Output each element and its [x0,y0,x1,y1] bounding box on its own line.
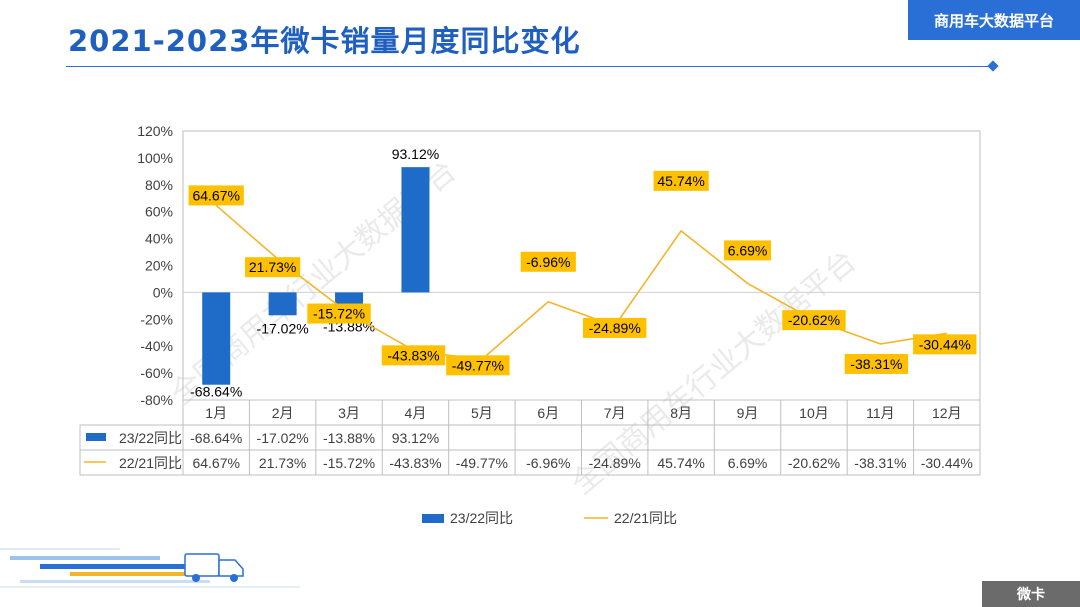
y-tick-label: -20% [140,311,173,327]
table-cell: 45.74% [657,455,704,471]
category-tag: 微卡 [982,581,1080,607]
y-tick-label: 60% [145,204,173,220]
line-data-label: 6.69% [728,242,768,258]
y-tick-label: 80% [145,177,173,193]
line-data-label: -6.96% [526,254,570,270]
bar [268,292,297,316]
line-data-label-bg [307,303,371,324]
truck-illustration [0,548,300,588]
x-tick-label: 6月 [537,405,559,421]
table-cell: 21.73% [259,455,306,471]
x-tick-label: 11月 [866,405,895,421]
line-data-label: -38.31% [850,356,902,372]
table-row-header: 22/21同比 [119,455,182,471]
y-tick-label: 120% [137,123,173,139]
y-tick-label: -60% [140,365,173,381]
table-cell: -68.64% [190,430,242,446]
chart: 全国商用车行业大数据平台 全国商用车行业大数据平台120%100%80%60%40… [79,123,981,526]
table-cell: 64.67% [192,455,239,471]
x-tick-label: 2月 [272,405,294,421]
page-title: 2021-2023年微卡销量月度同比变化 [68,24,581,58]
line-data-label: -43.83% [387,347,439,363]
line-data-label: 45.74% [657,173,704,189]
table-cell: -30.44% [921,455,973,471]
line-data-label: -30.44% [919,336,971,352]
bar [202,292,231,385]
y-tick-label: 0% [153,284,173,300]
line-data-label-bg [446,355,510,376]
table-cell: -17.02% [257,430,309,446]
x-tick-label: 4月 [405,405,427,421]
legend-swatch-bar [422,514,444,523]
table-cell: -49.77% [456,455,508,471]
line-data-label: -24.89% [589,320,641,336]
line-data-label: -49.77% [452,357,504,373]
bar-data-label: -17.02% [257,320,309,336]
table-cell: -6.96% [526,455,570,471]
bar [401,167,430,293]
line-data-label-bg [653,170,709,191]
table-cell: -38.31% [854,455,906,471]
y-tick-label: 20% [145,258,173,274]
line-data-label-bg [583,317,647,338]
line-data-label-bg [782,310,846,331]
table-cell: -43.83% [389,455,441,471]
table-cell: -15.72% [323,455,375,471]
line-data-label-bg [913,334,977,355]
table-cell: -20.62% [788,455,840,471]
table-cell: 93.12% [392,430,439,446]
y-tick-label: -40% [140,338,173,354]
line-data-label-bg [245,257,301,278]
y-tick-label: 40% [145,231,173,247]
table-cell: -13.88% [323,430,375,446]
x-tick-label: 5月 [471,405,493,421]
line-data-label-bg [381,345,446,366]
table-row-header: 23/22同比 [119,430,182,446]
bar-data-label: 93.12% [392,146,439,162]
line-data-label-bg [520,251,576,272]
x-tick-label: 7月 [604,405,626,421]
line-data-label: 21.73% [249,259,296,275]
bar-data-label: -68.64% [190,384,242,400]
x-tick-label: 1月 [205,405,227,421]
line-data-label-bg [188,185,244,206]
x-tick-label: 8月 [670,405,692,421]
title-divider [66,66,994,67]
x-tick-label: 10月 [799,405,829,421]
table-cell: -24.89% [589,455,641,471]
y-tick-label: -80% [140,392,173,408]
line-data-label: 64.67% [192,187,239,203]
table-legend-key-bar [86,433,106,441]
line-data-label-bg [844,353,909,374]
line-data-label: -15.72% [313,306,365,322]
x-tick-label: 9月 [737,405,759,421]
table-cell: 6.69% [728,455,768,471]
line-data-label: -20.62% [788,312,840,328]
line-data-label-bg [724,240,772,261]
y-tick-label: 100% [137,150,173,166]
x-tick-label: 12月 [932,405,962,421]
brand-badge: 商用车大数据平台 [908,0,1080,40]
x-tick-label: 3月 [338,405,360,421]
legend-label: 23/22同比 [450,510,513,526]
legend-label: 22/21同比 [614,510,677,526]
